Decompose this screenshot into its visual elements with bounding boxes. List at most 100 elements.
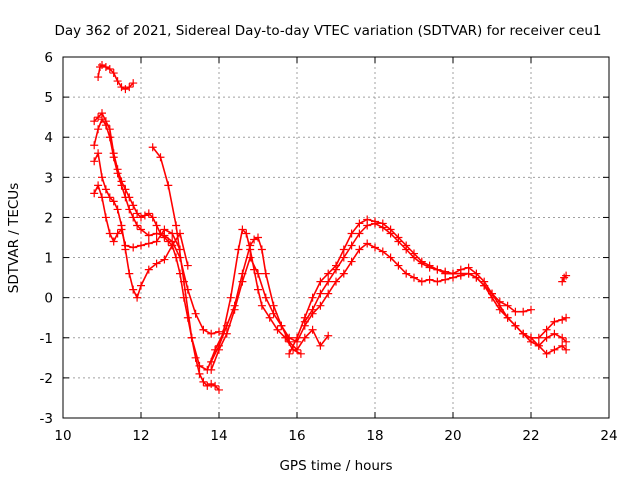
- data-point: [105, 193, 114, 202]
- data-point: [386, 229, 395, 238]
- y-tick-label: -1: [40, 331, 53, 347]
- data-point: [534, 333, 543, 342]
- data-point: [101, 63, 110, 72]
- data-point: [109, 237, 118, 246]
- data-point: [316, 277, 325, 286]
- data-point: [117, 225, 126, 234]
- data-point: [152, 221, 161, 230]
- data-point: [160, 255, 169, 264]
- data-point: [125, 269, 134, 278]
- data-point: [300, 317, 309, 326]
- data-point: [250, 235, 259, 244]
- data-point: [324, 331, 333, 340]
- data-point: [378, 223, 387, 232]
- series-arc-top: [97, 64, 134, 90]
- data-point: [94, 73, 103, 82]
- x-tick-label: 18: [366, 428, 383, 444]
- data-point: [347, 229, 356, 238]
- data-point: [164, 181, 173, 190]
- data-point: [511, 321, 520, 330]
- data-point: [527, 333, 535, 342]
- data-point: [534, 341, 543, 350]
- data-point: [144, 265, 153, 274]
- data-point: [207, 379, 216, 388]
- data-point: [296, 349, 305, 358]
- data-point: [339, 269, 348, 278]
- data-point: [542, 325, 551, 334]
- data-point: [94, 181, 103, 190]
- plot-frame: [62, 56, 610, 419]
- data-point: [148, 213, 157, 222]
- series-arc-f: [210, 236, 330, 363]
- data-point: [472, 273, 481, 282]
- data-point: [558, 315, 567, 324]
- series-arc-d: [93, 184, 181, 251]
- data-point: [137, 213, 145, 222]
- data-point: [293, 345, 301, 354]
- data-point: [101, 121, 110, 130]
- data-point: [113, 77, 122, 86]
- data-point: [316, 301, 325, 310]
- data-point: [371, 219, 379, 228]
- data-point: [187, 333, 196, 342]
- data-point: [308, 325, 317, 334]
- data-point: [257, 245, 266, 254]
- data-point: [238, 277, 247, 286]
- data-point: [410, 253, 418, 262]
- data-point: [363, 221, 372, 230]
- data-point: [98, 173, 106, 182]
- data-point: [183, 261, 192, 270]
- data-point: [191, 353, 200, 362]
- data-point: [562, 271, 571, 280]
- x-tick-label: 16: [288, 428, 305, 444]
- data-point: [394, 261, 403, 270]
- data-point: [207, 365, 216, 374]
- data-point: [105, 65, 114, 74]
- data-point: [90, 157, 99, 166]
- data-point: [277, 321, 286, 330]
- data-point: [402, 245, 411, 254]
- data-point: [433, 277, 442, 286]
- data-point: [257, 301, 266, 310]
- data-point: [410, 273, 418, 282]
- data-point: [285, 333, 294, 342]
- data-point: [226, 293, 235, 302]
- y-tick-label: 6: [44, 50, 53, 66]
- data-point: [168, 241, 177, 250]
- data-point: [195, 361, 204, 370]
- data-point: [113, 169, 122, 178]
- data-point: [562, 337, 571, 346]
- data-point: [125, 205, 134, 214]
- data-point: [254, 269, 262, 278]
- data-point: [519, 329, 528, 338]
- data-point: [156, 153, 165, 162]
- data-point: [195, 369, 204, 378]
- data-point: [172, 221, 181, 230]
- data-point: [215, 345, 223, 354]
- data-point: [121, 85, 130, 94]
- data-point: [129, 201, 138, 210]
- data-point: [503, 301, 512, 310]
- data-point: [168, 229, 177, 238]
- y-tick-label: 5: [44, 90, 53, 106]
- data-point: [109, 153, 118, 162]
- data-point: [503, 313, 512, 322]
- data-point: [144, 231, 153, 240]
- data-point: [456, 269, 465, 278]
- data-point: [417, 259, 426, 268]
- data-point: [105, 133, 114, 142]
- data-point: [234, 245, 243, 254]
- y-tick-label: 2: [44, 210, 53, 226]
- data-point: [207, 329, 216, 338]
- data-point: [94, 125, 103, 134]
- y-tick-label: 1: [44, 251, 53, 267]
- series-arc-g: [210, 242, 532, 371]
- data-point: [558, 341, 567, 350]
- data-point: [94, 149, 103, 158]
- data-point: [109, 197, 118, 206]
- data-point: [199, 325, 208, 334]
- data-point: [94, 113, 103, 122]
- data-point: [242, 229, 251, 238]
- data-point: [495, 305, 504, 314]
